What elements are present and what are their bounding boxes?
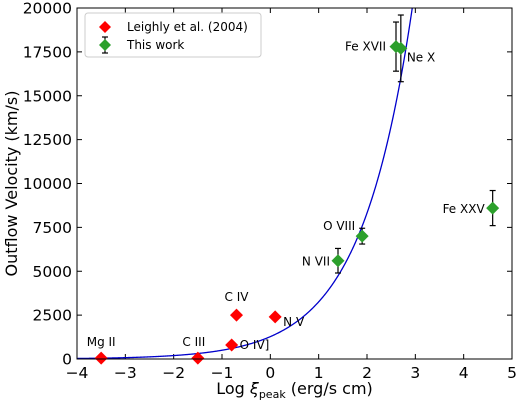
- point-label: O VIII: [323, 219, 355, 233]
- y-tick-label: 7500: [33, 219, 72, 237]
- x-tick-label: 5: [507, 364, 517, 382]
- leighly-point: [191, 351, 205, 365]
- point-label: Mg II: [87, 335, 116, 349]
- y-tick-label: 0: [62, 351, 72, 369]
- x-axis-label: Log ξpeak (erg/s cm): [216, 379, 373, 401]
- plot-frame: [76, 7, 513, 360]
- x-tick-label: −2: [162, 364, 185, 382]
- fit-curve-layer: [77, 8, 413, 359]
- legend-box: [84, 12, 262, 58]
- this-work-point: [355, 229, 369, 243]
- x-tick-label: 2: [362, 364, 372, 382]
- leighly-point: [268, 310, 282, 324]
- this-work-point: [394, 41, 408, 55]
- y-tick-label: 5000: [33, 263, 72, 281]
- x-tick-label: 4: [459, 364, 469, 382]
- x-axis-label-symbol: ξ: [249, 379, 260, 398]
- y-tick-label: 12500: [23, 131, 72, 149]
- x-tick-label: −4: [66, 364, 89, 382]
- point-label: Ne X: [407, 50, 435, 64]
- x-axis-label-prefix: Log: [216, 379, 250, 398]
- legend-label: This work: [126, 38, 184, 52]
- point-label: Fe XXV: [443, 202, 486, 216]
- this-work-point: [486, 201, 500, 215]
- point-label: C III: [182, 335, 205, 349]
- x-tick-label: 0: [265, 364, 275, 382]
- x-tick-label: 3: [410, 364, 420, 382]
- x-tick-label: −1: [211, 364, 234, 382]
- y-tick-label: 17500: [23, 43, 72, 61]
- legend-marker: [99, 39, 111, 51]
- data-points-layer: [94, 14, 500, 365]
- this-work-point: [331, 254, 345, 268]
- x-tick-label: −3: [114, 364, 137, 382]
- legend: Leighly et al. (2004) This work: [84, 12, 262, 58]
- legend-label: Leighly et al. (2004): [127, 20, 248, 34]
- leighly-point: [230, 308, 243, 322]
- point-label: C IV: [225, 290, 250, 304]
- x-axis-label-subscript: peak: [259, 388, 286, 401]
- point-label: Fe XVII: [345, 40, 386, 54]
- point-label: O IV]: [240, 338, 270, 352]
- point-label: N V: [283, 315, 305, 329]
- leighly-point: [225, 338, 239, 352]
- leighly-point: [94, 351, 108, 365]
- point-label: N VII: [302, 255, 330, 269]
- x-tick-label: 1: [314, 364, 324, 382]
- fit-curve-line: [77, 8, 413, 359]
- y-tick-label: 2500: [33, 307, 72, 325]
- annotations-layer: Mg II C III O IV] C IV N V N VII O VIII Fe XVII…: [87, 40, 486, 352]
- legend-marker: [99, 21, 111, 33]
- x-axis-label-suffix: (erg/s cm): [286, 379, 373, 398]
- x-tick-labels: −4 −3 −2 −1 0 1 2 3 4 5: [66, 364, 517, 382]
- axis-ticks: [76, 7, 513, 360]
- y-tick-label: 20000: [23, 0, 72, 18]
- y-tick-label: 15000: [23, 87, 72, 105]
- y-axis-label: Outflow Velocity (km/s): [2, 91, 21, 277]
- y-tick-label: 10000: [23, 175, 72, 193]
- y-tick-labels: 0 2500 5000 7500 10000 12500 15000 17500 20000: [23, 0, 72, 369]
